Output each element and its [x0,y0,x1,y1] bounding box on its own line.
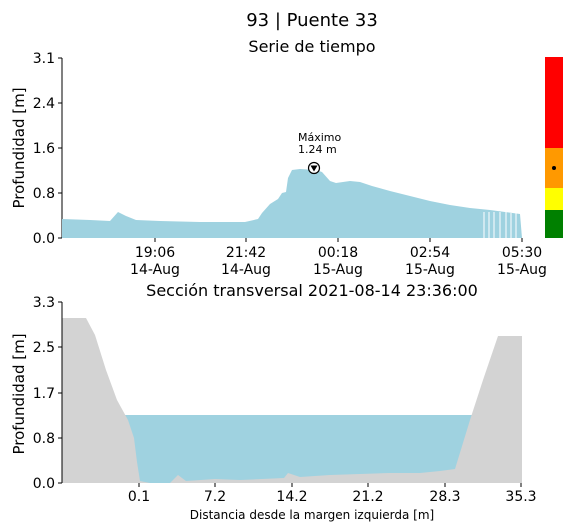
svg-text:1.7: 1.7 [33,386,55,402]
svg-text:21.2: 21.2 [352,489,383,505]
section-xtick-2: 14.2 [276,483,308,505]
svg-text:7.2: 7.2 [204,489,226,505]
svg-text:0.8: 0.8 [33,186,55,202]
section-xtick-5: 35.3 [505,483,537,505]
svg-text:00:18: 00:18 [318,245,358,261]
svg-text:05:30: 05:30 [502,245,542,261]
svg-text:2.5: 2.5 [33,340,55,356]
svg-text:2.4: 2.4 [33,96,55,112]
svg-text:0.1: 0.1 [128,489,150,505]
section-ytick-4: 0.0 [33,476,62,492]
alert-yellow [545,188,563,210]
section-chart: Sección transversal 2021-08-14 23:36:00 … [10,281,537,522]
timeseries-ytick-0: 3.1 [33,51,62,67]
timeseries-ylabel: Profundidad [m] [10,87,28,208]
svg-text:3.1: 3.1 [33,51,55,67]
svg-text:14-Aug: 14-Aug [130,262,180,278]
alert-red [545,57,563,148]
max-annotation-label: Máximo [298,131,342,144]
section-ytick-2: 1.7 [33,386,62,402]
svg-text:14.2: 14.2 [276,489,307,505]
svg-text:21:42: 21:42 [226,245,266,261]
max-marker-icon [307,161,321,175]
timeseries-ytick-2: 1.6 [33,141,62,157]
section-xtick-3: 21.2 [352,483,384,505]
svg-text:15-Aug: 15-Aug [497,262,547,278]
timeseries-area [62,169,522,238]
timeseries-subtitle: Serie de tiempo [248,37,375,56]
section-ylabel: Profundidad [m] [10,333,28,454]
svg-text:0.0: 0.0 [33,231,55,247]
alert-current-level-dot [552,166,556,170]
svg-text:0.8: 0.8 [33,431,55,447]
svg-text:15-Aug: 15-Aug [405,262,455,278]
figure-title: 93 | Puente 33 [246,10,378,31]
section-xlabel: Distancia desde la margen izquierda [m] [190,508,434,522]
svg-text:02:54: 02:54 [410,245,450,261]
svg-text:15-Aug: 15-Aug [313,262,363,278]
section-ytick-3: 0.8 [33,431,62,447]
section-title: Sección transversal 2021-08-14 23:36:00 [146,281,478,300]
section-xtick-0: 0.1 [128,483,150,505]
svg-text:35.3: 35.3 [505,489,536,505]
svg-text:14-Aug: 14-Aug [221,262,271,278]
alert-green [545,210,563,238]
svg-text:19:06: 19:06 [135,245,175,261]
alert-level-bar [545,57,563,238]
svg-text:0.0: 0.0 [33,476,55,492]
timeseries-ytick-4: 0.0 [33,231,62,247]
section-water [62,415,522,483]
section-ytick-1: 2.5 [33,340,62,356]
section-xtick-1: 7.2 [204,483,226,505]
timeseries-chart: Serie de tiempo Profundidad [m] 3.1 2.4 … [10,37,563,278]
section-xtick-4: 28.3 [429,483,461,505]
timeseries-area-gaps [483,212,517,238]
timeseries-ytick-3: 0.8 [33,186,62,202]
section-ground [62,318,522,483]
svg-text:1.6: 1.6 [33,141,55,157]
max-annotation-value: 1.24 m [298,143,337,156]
svg-text:28.3: 28.3 [429,489,460,505]
svg-text:3.3: 3.3 [33,295,55,311]
timeseries-ytick-1: 2.4 [33,96,62,112]
section-ytick-0: 3.3 [33,295,62,311]
